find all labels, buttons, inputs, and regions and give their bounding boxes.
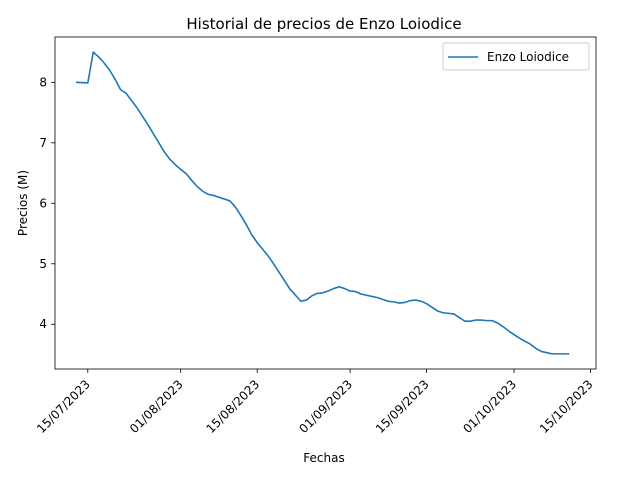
y-tick-label: 4 — [39, 317, 47, 331]
legend: Enzo Loiodice — [442, 42, 590, 71]
y-axis: 4 5 6 7 8 — [39, 75, 55, 331]
legend-label: Enzo Loiodice — [487, 50, 569, 64]
x-axis-label: Fechas — [303, 451, 344, 465]
chart-title: Historial de precios de Enzo Loiodice — [186, 15, 461, 33]
y-tick-label: 7 — [39, 136, 47, 150]
y-axis-label: Precios (M) — [16, 170, 30, 236]
series-lines — [76, 51, 570, 355]
y-tick-label: 6 — [39, 196, 47, 210]
y-tick-label: 8 — [39, 75, 47, 89]
y-tick-label: 5 — [39, 257, 47, 271]
series-line-0 — [76, 51, 570, 355]
legend-box — [442, 42, 590, 71]
